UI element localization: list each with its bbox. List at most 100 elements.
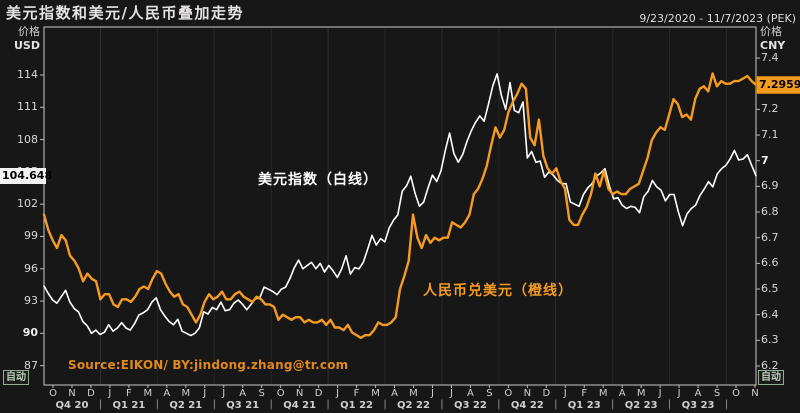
month-tick-label: O [504, 388, 513, 399]
right-axis-unit-currency: CNY [760, 39, 786, 52]
month-tick-label: O [732, 388, 740, 399]
cny-tick-label: 6.2 [761, 359, 779, 372]
left-axis-unit-price: 价格 [18, 25, 40, 38]
quarter-label: Q1 21 [112, 400, 146, 411]
quarter-separator: | [212, 399, 216, 410]
usd-tick-label: 87 [24, 358, 38, 372]
month-tick-label: J [430, 388, 434, 399]
month-tick-label: A [618, 388, 626, 399]
source-credit: Source:EIKON/ BY:jindong.zhang@tr.com [68, 358, 349, 372]
month-tick-label: S [713, 388, 721, 399]
month-tick-label: J [677, 388, 681, 399]
month-tick-label: A [391, 388, 398, 399]
quarter-label: Q4 21 [283, 400, 317, 411]
usdcny-line [42, 72, 758, 339]
month-tick-label: S [258, 388, 265, 399]
cny-last-value-badge: 7.2959 [756, 75, 800, 94]
month-tick-label: A [694, 388, 702, 399]
cny-tick-label: 6.7 [761, 230, 779, 244]
page-title: 美元指数和美元/人民币叠加走势 [6, 4, 244, 22]
usd-tick-label: 93 [24, 294, 38, 308]
quarter-label: Q4 20 [55, 400, 89, 411]
quarter-separator: | [724, 399, 729, 410]
month-tick-label: A [466, 388, 474, 399]
quarter-label: Q1 23 [567, 400, 601, 411]
quarter-label: Q2 22 [397, 400, 430, 411]
usd-tick-label: 99 [24, 229, 38, 243]
cny-tick-label: 6.4 [761, 307, 779, 321]
cny-tick-label: 7 [761, 153, 769, 167]
month-tick-label: N [68, 388, 76, 399]
quarter-label: Q2 23 [624, 400, 658, 411]
usd-tick-label: 114 [17, 68, 38, 81]
white-line-annotation: 美元指数（白线） [258, 172, 378, 188]
quarter-label: Q3 22 [453, 400, 487, 411]
quarter-separator: | [554, 399, 558, 410]
month-tick-label: M [598, 388, 608, 399]
month-tick-label: J [449, 388, 453, 399]
usd-tick-label: 102 [17, 197, 38, 211]
month-tick-label: S [486, 388, 493, 399]
month-tick-label: F [581, 388, 588, 399]
month-tick-label: A [163, 388, 171, 399]
cny-tick-label: 6.9 [761, 179, 779, 193]
cny-tick-label: 6.5 [761, 282, 779, 296]
date-range-label: 9/23/2020 - 11/7/2023 (PEK) [639, 12, 796, 25]
cny-tick-label: 7.2 [761, 102, 779, 116]
cny-tick-label: 7.4 [761, 51, 779, 65]
month-tick-label: O [276, 388, 285, 399]
quarter-separator: | [155, 399, 160, 410]
quarter-separator: | [440, 399, 444, 410]
month-tick-label: J [336, 388, 340, 399]
auto-scale-toggle-left[interactable]: 自动 [3, 370, 29, 385]
month-tick-label: M [143, 388, 153, 399]
quarter-separator: | [667, 399, 672, 410]
quarter-separator: | [98, 399, 103, 410]
left-axis-unit-currency: USD [14, 39, 40, 52]
cny-tick-label: 7.1 [761, 128, 779, 142]
month-tick-label: J [203, 388, 207, 399]
month-tick-label: F [353, 388, 360, 399]
usd-tick-label: 90 [22, 326, 38, 340]
month-tick-label: N [751, 388, 759, 399]
usd-tick-label: 108 [17, 132, 38, 146]
right-axis-unit: 价格 CNY [760, 25, 798, 53]
quarter-separator: | [383, 399, 387, 410]
auto-scale-toggle-right[interactable]: 自动 [758, 370, 784, 385]
quarter-separator: | [326, 399, 330, 410]
quarter-label: Q3 23 [681, 400, 715, 411]
month-tick-label: J [108, 388, 112, 399]
orange-line-annotation: 人民币兑美元（橙线） [423, 283, 573, 299]
cny-tick-label: 6.6 [761, 256, 779, 270]
quarter-label: Q4 22 [510, 400, 544, 411]
plot-border [43, 26, 757, 386]
month-tick-label: N [523, 388, 532, 399]
month-tick-label: J [658, 388, 662, 399]
quarter-label: Q3 21 [226, 400, 260, 411]
left-axis-unit: 价格 USD [0, 25, 40, 53]
quarter-separator: | [269, 399, 273, 410]
quarter-label: Q1 22 [340, 400, 373, 411]
month-tick-label: D [542, 388, 551, 399]
month-tick-label: M [181, 388, 191, 399]
month-tick-label: J [222, 388, 226, 399]
usd-tick-label: 111 [17, 100, 38, 114]
month-tick-label: A [239, 388, 247, 399]
usd-last-value-badge: 104.648 [0, 167, 53, 184]
quarter-label: Q2 21 [169, 400, 203, 411]
quarter-separator: | [497, 399, 501, 410]
month-tick-label: M [409, 388, 418, 399]
usd-tick-label: 96 [24, 261, 38, 275]
right-axis-unit-price: 价格 [760, 25, 782, 38]
month-tick-label: J [563, 388, 567, 399]
month-tick-label: O [49, 388, 57, 399]
cny-tick-label: 6.3 [761, 333, 779, 347]
month-tick-label: F [126, 388, 132, 399]
month-tick-label: N [295, 388, 304, 399]
month-tick-label: D [314, 388, 323, 399]
dxy-line [43, 73, 757, 337]
month-tick-label: D [87, 388, 95, 399]
month-tick-label: M [636, 388, 646, 399]
